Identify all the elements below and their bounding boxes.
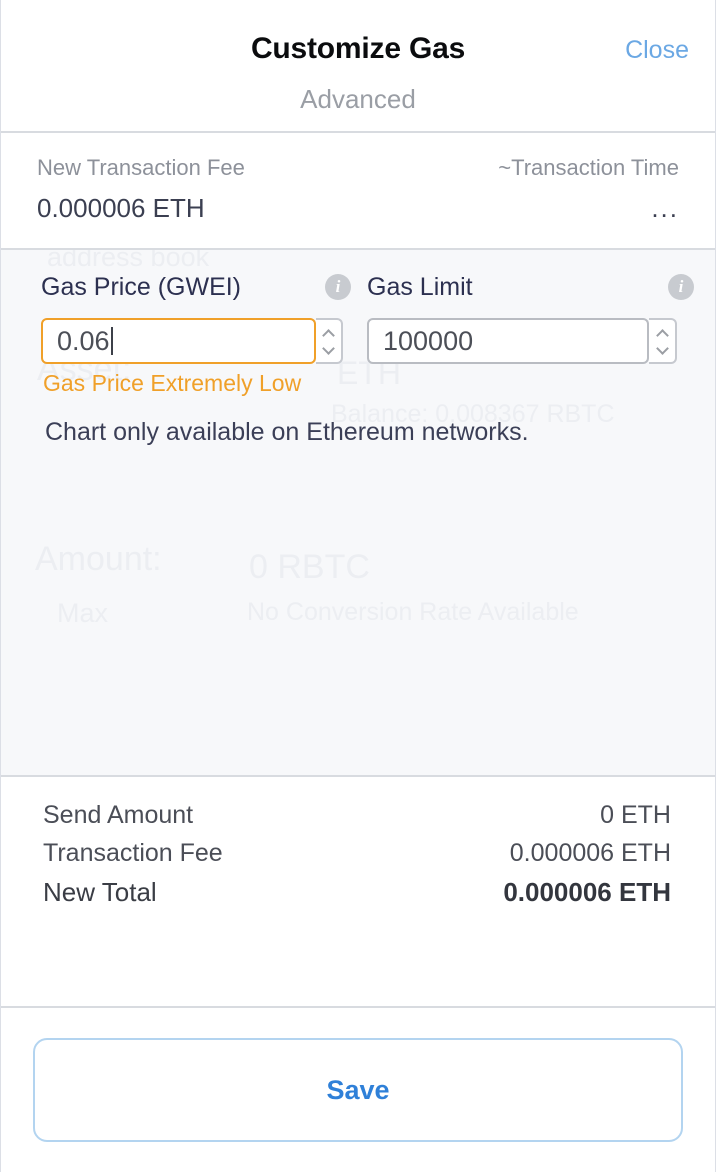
transaction-fee-label: Transaction Fee: [43, 839, 223, 867]
gas-limit-input-value: 100000: [383, 325, 474, 356]
chevron-up-icon[interactable]: [657, 330, 668, 337]
ghost-amount-value: 0 RBTC: [249, 548, 370, 586]
chart-unavailable-message: Chart only available on Ethereum network…: [45, 418, 529, 446]
save-button[interactable]: Save: [33, 1038, 683, 1142]
transaction-time-value: ...: [651, 193, 679, 224]
chevron-up-icon[interactable]: [323, 330, 334, 337]
gas-limit-label: Gas Limit: [367, 272, 473, 301]
ghost-conversion-rate: No Conversion Rate Available: [247, 598, 579, 626]
gas-fields-row: Gas Price (GWEI) i 0.06 Gas Limit: [1, 270, 715, 364]
gas-price-input-value: 0.06: [57, 325, 110, 356]
ghost-max-button: Max: [57, 598, 109, 628]
ghost-amount-label: Amount:: [35, 540, 162, 578]
gas-limit-input[interactable]: 100000: [367, 318, 649, 364]
page-title: Customize Gas: [250, 32, 466, 65]
chevron-down-icon[interactable]: [323, 345, 334, 352]
transaction-fee-value: 0.000006 ETH: [509, 839, 671, 867]
modal-header: Customize Gas Advanced Close: [1, 0, 715, 133]
transaction-time-block: ~Transaction Time ...: [498, 155, 679, 224]
summary-row-transaction-fee: Transaction Fee 0.000006 ETH: [43, 839, 671, 868]
gas-limit-input-row: 100000: [367, 318, 685, 364]
gas-limit-stepper[interactable]: [649, 318, 677, 364]
gas-controls-section: address book Asset: ETH Balance: 0.00836…: [1, 250, 715, 777]
new-total-value: 0.000006 ETH: [503, 877, 671, 907]
gas-price-info-icon[interactable]: i: [325, 274, 351, 300]
new-transaction-fee-label: New Transaction Fee: [37, 155, 245, 180]
gas-price-header: Gas Price (GWEI): [41, 270, 343, 304]
gas-price-column: Gas Price (GWEI) i 0.06: [1, 270, 351, 364]
modal-footer: Save: [1, 1008, 715, 1172]
gas-price-warning: Gas Price Extremely Low: [43, 370, 302, 396]
close-button[interactable]: Close: [625, 36, 689, 64]
transaction-fee-section: New Transaction Fee 0.000006 ETH ~Transa…: [1, 133, 715, 250]
transaction-time-label: ~Transaction Time: [498, 155, 679, 180]
gas-price-label: Gas Price (GWEI): [41, 272, 242, 301]
new-transaction-fee-value: 0.000006 ETH: [37, 193, 205, 224]
text-caret: [110, 327, 113, 355]
new-transaction-fee-block: New Transaction Fee 0.000006 ETH: [37, 155, 245, 224]
transaction-summary: Send Amount 0 ETH Transaction Fee 0.0000…: [1, 777, 715, 1008]
gas-limit-header: Gas Limit: [367, 270, 685, 304]
gas-price-input-row: 0.06: [41, 318, 343, 364]
summary-row-new-total: New Total 0.000006 ETH: [43, 877, 671, 908]
send-amount-label: Send Amount: [43, 801, 194, 829]
chevron-down-icon[interactable]: [657, 345, 668, 352]
send-amount-value: 0 ETH: [600, 801, 671, 829]
gas-price-stepper[interactable]: [315, 318, 343, 364]
gas-limit-column: Gas Limit i 100000: [343, 270, 694, 364]
summary-row-send-amount: Send Amount 0 ETH: [43, 801, 671, 830]
gas-limit-info-icon[interactable]: i: [668, 274, 694, 300]
page-subtitle: Advanced: [300, 84, 416, 114]
gas-price-input[interactable]: 0.06: [41, 318, 316, 364]
new-total-label: New Total: [43, 877, 157, 907]
